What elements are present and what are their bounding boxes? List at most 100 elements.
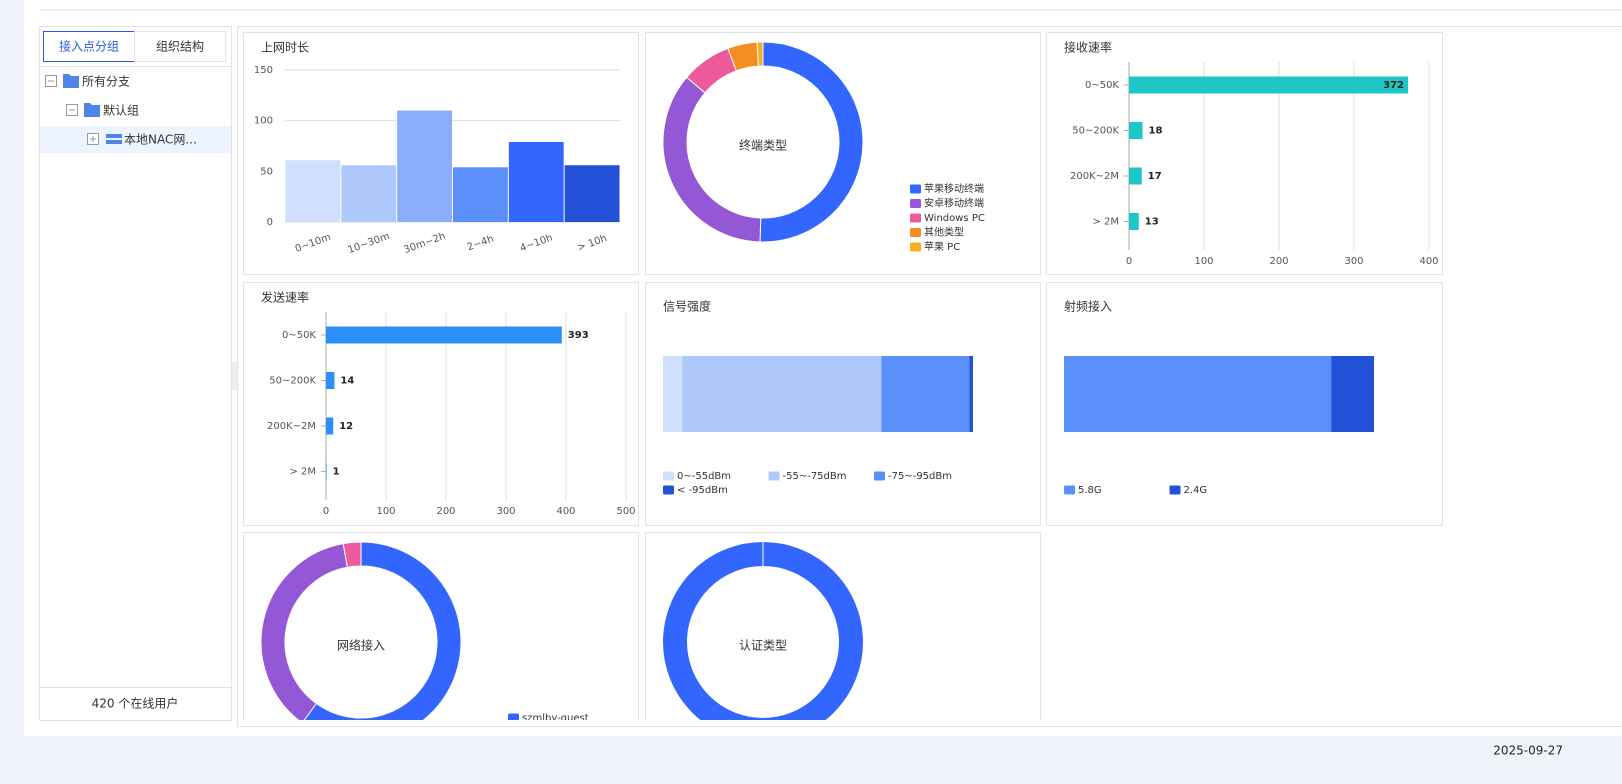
legend-swatch — [768, 471, 780, 481]
bar-segment — [881, 356, 970, 432]
center-label: 终端类型 — [739, 138, 787, 153]
legend-swatch — [663, 471, 674, 481]
legend-swatch — [1064, 485, 1075, 495]
chart: 信号强度 0~-55dBm -55~-75dBm -75~-95dBm < -95dBm — [663, 299, 973, 496]
value-label: 12 — [339, 421, 353, 432]
y-tick-label: > 2M — [1092, 217, 1119, 228]
tree-label[interactable]: 默认组 — [103, 103, 139, 118]
chart-title: 射频接入 — [1064, 299, 1112, 314]
chart-card — [1046, 32, 1443, 275]
x-tick-label: 300 — [1344, 256, 1363, 267]
bar — [1129, 213, 1139, 230]
tree-row-selected — [40, 126, 231, 153]
legend-label: -75~-95dBm — [888, 471, 952, 482]
chart: 接收速率 0 100 200 300 400 0~50K 372 50~200K 18 200K~2… — [1064, 40, 1439, 268]
chart: 发送速率 0 100 200 300 400 500 0~50K 393 50~200K 14 200… — [261, 290, 636, 518]
legend-label: 其他类型 — [924, 226, 964, 239]
value-label: 18 — [1149, 126, 1163, 137]
y-tick-label: 50~200K — [1072, 126, 1119, 137]
legend-label: -55~-75dBm — [783, 471, 847, 482]
legend-swatch — [508, 713, 519, 720]
y-tick-label: 0~50K — [1085, 80, 1119, 91]
bar — [341, 165, 397, 222]
bar — [326, 326, 562, 344]
chart-title: 上网时长 — [261, 41, 309, 55]
x-tick-label: 200 — [1269, 256, 1288, 267]
chart-title: 发送速率 — [261, 290, 309, 305]
bar — [397, 110, 452, 222]
center-label: 认证类型 — [739, 639, 787, 653]
tree-label[interactable]: 所有分支 — [82, 75, 130, 89]
donut-segment — [303, 541, 462, 720]
legend-swatch — [910, 242, 921, 252]
charts-frame — [237, 26, 1622, 727]
bar — [326, 463, 327, 480]
legend-label: 苹果移动终端 — [924, 182, 984, 195]
legend-swatch — [1169, 485, 1181, 495]
tree-icons — [63, 74, 122, 144]
bar-segment — [1064, 356, 1332, 432]
value-label: 372 — [1383, 80, 1404, 91]
x-tick-label: 100 — [1194, 256, 1213, 267]
legend-swatch — [910, 184, 921, 194]
bar — [326, 372, 335, 389]
bar-segment — [682, 356, 882, 432]
center-label: 网络接入 — [337, 638, 385, 653]
legend-label: 0~-55dBm — [677, 471, 731, 482]
value-label: 14 — [340, 376, 354, 387]
tab-label[interactable]: 接入点分组 — [59, 39, 119, 54]
legend-swatch — [910, 213, 921, 223]
tree-toggles — [45, 75, 99, 145]
y-tick-label: 150 — [254, 65, 273, 76]
y-tick-label: 50 — [260, 166, 273, 177]
tab-label[interactable]: 组织结构 — [156, 39, 204, 54]
legend-label: < -95dBm — [677, 485, 728, 496]
legend-swatch — [874, 471, 885, 481]
chart-title: 信号强度 — [663, 299, 711, 314]
tab-active[interactable] — [43, 31, 135, 62]
bar — [564, 165, 620, 222]
bar — [508, 141, 564, 222]
value-label: 17 — [1148, 171, 1162, 182]
bar-segment — [663, 356, 683, 432]
x-tick-label: 300 — [496, 506, 515, 517]
collapse-handle[interactable] — [232, 362, 237, 390]
donut-segment — [756, 41, 764, 67]
y-tick-label: 200K~2M — [1070, 171, 1119, 182]
legend-swatch — [663, 485, 674, 495]
chart: 认证类型 — [663, 542, 863, 720]
x-tick-label: 0 — [1126, 256, 1132, 267]
tree-label[interactable]: 本地NAC网... — [124, 133, 197, 147]
bar — [453, 167, 508, 222]
bar — [326, 417, 334, 435]
legend-label: 5.8G — [1078, 485, 1102, 496]
legend-label: Windows PC — [924, 213, 985, 224]
x-tick-label: 400 — [1419, 256, 1438, 267]
y-tick-label: 0 — [267, 217, 273, 228]
legend-label: szmlby-guest — [522, 713, 589, 724]
legend-label: 2.4G — [1184, 485, 1208, 496]
y-tick-label: 100 — [254, 116, 273, 127]
bar-segment — [1331, 356, 1374, 432]
chart: 射频接入 5.8G 2.4G — [1064, 299, 1374, 496]
x-tick-label: 400 — [556, 506, 575, 517]
value-label: 1 — [333, 467, 340, 478]
online-count: 420 个在线用户 — [92, 696, 179, 711]
legend-label: 安卓移动终端 — [924, 197, 984, 210]
date: 2025-09-27 — [1493, 744, 1563, 758]
chart: 网络接入 szmlby-guest — [260, 541, 589, 724]
donut-segment — [759, 41, 864, 243]
value-label: 13 — [1145, 217, 1159, 228]
legend-swatch — [910, 228, 921, 237]
tab[interactable] — [134, 31, 226, 62]
chart-card — [243, 282, 639, 526]
y-tick-label: 50~200K — [269, 376, 316, 387]
x-tick-label: 100 — [376, 506, 395, 517]
x-tick-label: 0 — [323, 506, 329, 517]
legend-swatch — [910, 199, 921, 208]
y-tick-label: > 2M — [289, 467, 316, 478]
x-tick-label: 500 — [616, 506, 635, 517]
y-tick-label: 0~50K — [282, 330, 316, 341]
